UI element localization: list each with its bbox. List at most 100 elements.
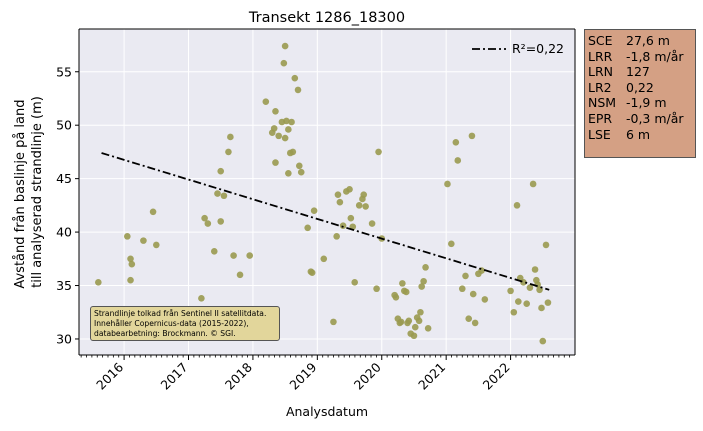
data-point (507, 287, 514, 295)
data-point (347, 214, 355, 222)
y-axis-label-line-1: Avstånd från baslinje på land (13, 99, 28, 288)
y-tick-label: 45 (56, 171, 72, 186)
data-point (405, 317, 413, 325)
stat-name: LRR (588, 48, 613, 64)
data-point (454, 157, 462, 164)
data-point (127, 255, 134, 263)
stat-name: LR2 (588, 79, 612, 95)
data-point (201, 214, 208, 222)
stat-name: EPR (588, 110, 613, 126)
stat-value: 6 m (626, 126, 651, 142)
data-point (375, 148, 382, 156)
stats-row: LRR -1,8 m/år (588, 49, 695, 65)
stat-value: -1,9 m (626, 95, 667, 111)
x-tick-label: 2021 (415, 360, 448, 393)
data-point (471, 319, 479, 327)
data-point (351, 279, 358, 286)
data-point (217, 167, 225, 175)
data-point (346, 186, 353, 193)
data-point (294, 86, 302, 94)
data-point (220, 192, 228, 200)
data-point (281, 134, 289, 142)
data-points (95, 42, 552, 345)
stats-row: LSE 6 m (588, 127, 695, 143)
y-tick-label: 30 (56, 331, 72, 346)
credit-line: Innehåller Copernicus-data (2015-2022), (94, 319, 249, 329)
legend-trend-swatch (472, 48, 506, 50)
data-point (286, 149, 294, 157)
x-tick-label: 2019 (286, 359, 319, 392)
stats-row: LR2 0,22 (588, 80, 695, 96)
data-point (334, 191, 342, 198)
data-point (149, 208, 157, 216)
data-point (523, 300, 530, 307)
stat-value: -0,3 m/år (626, 110, 684, 126)
plot-area (79, 29, 575, 355)
data-point (465, 315, 473, 322)
data-point (285, 169, 292, 177)
data-point (275, 132, 282, 140)
data-point (420, 277, 427, 285)
data-point (362, 203, 369, 210)
x-axis-label: Analysdatum (286, 404, 368, 419)
grid (79, 29, 575, 355)
stat-name: LRN (588, 64, 613, 80)
data-point (411, 323, 419, 331)
data-point (336, 198, 344, 206)
stat-name: SCE (588, 33, 613, 48)
x-tick-label: 2016 (93, 359, 126, 392)
stats-box: SCE 27,6 m LRR -1,8 m/år LRN 127 LR2 0,22 NS… (584, 29, 696, 158)
x-tick-label: 2022 (480, 360, 513, 393)
data-point (246, 252, 254, 259)
data-point (510, 308, 518, 316)
credit-box: Strandlinje tolkad från Sentinel II sate… (90, 306, 280, 341)
data-point (452, 138, 460, 146)
data-point (262, 98, 270, 105)
data-point (320, 255, 328, 263)
data-point (402, 288, 410, 296)
data-point (515, 298, 522, 305)
data-point (392, 293, 400, 301)
data-point (410, 332, 418, 340)
data-point (204, 220, 212, 227)
data-point (140, 237, 147, 244)
data-point (458, 285, 466, 293)
stat-value: 27,6 m (626, 33, 670, 48)
data-point (308, 269, 316, 276)
data-point (210, 248, 218, 255)
data-point (288, 118, 295, 126)
y-axis-label: Avstånd från baslinje på land till analy… (13, 95, 45, 288)
data-point (538, 304, 545, 312)
data-point (283, 117, 290, 125)
stat-value: 127 (626, 64, 650, 80)
data-point (397, 318, 405, 326)
data-point (198, 295, 205, 302)
data-point (542, 241, 550, 249)
trend-line (101, 152, 550, 291)
legend: R²=0,22 (466, 36, 570, 62)
data-point (214, 190, 221, 197)
data-point (481, 296, 489, 303)
stat-name: LSE (588, 126, 611, 142)
y-tick-label: 55 (56, 64, 72, 79)
stats-row: EPR -0,3 m/år (588, 111, 695, 127)
stats-row: SCE 27,6 m (588, 33, 695, 49)
data-point (448, 240, 455, 248)
y-tick-label: 40 (56, 225, 72, 240)
data-point (310, 207, 318, 215)
data-point (399, 280, 406, 287)
data-point (417, 308, 424, 316)
credit-line: Strandlinje tolkad från Sentinel II sate… (94, 309, 267, 318)
stat-value: -1,8 m/år (626, 48, 684, 64)
data-point (291, 74, 299, 82)
x-tick-label: 2020 (351, 359, 384, 392)
x-tick-label: 2017 (158, 360, 191, 393)
data-point (281, 42, 289, 50)
data-point (529, 180, 537, 188)
data-point (360, 191, 368, 198)
data-point (127, 276, 134, 284)
data-point (462, 272, 469, 280)
data-point (225, 148, 232, 156)
data-point (230, 252, 237, 259)
